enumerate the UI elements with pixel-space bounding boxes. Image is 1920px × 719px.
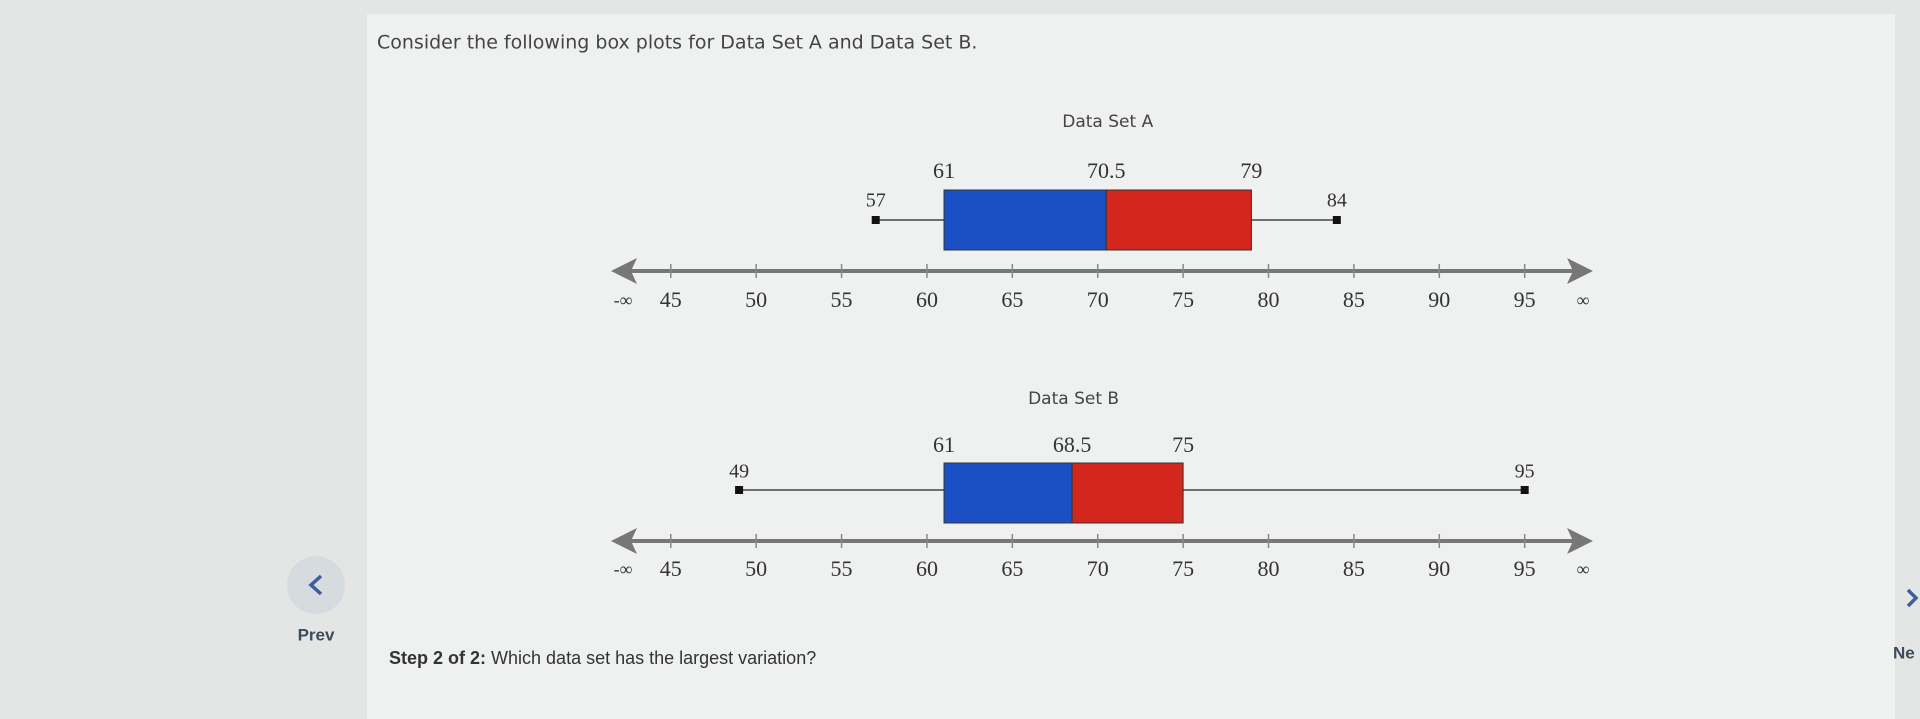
axis-end-label: -∞ — [614, 559, 633, 579]
max-marker — [1332, 216, 1341, 224]
x-tick-label: 70 — [1087, 556, 1109, 581]
value-label: 70.5 — [1087, 158, 1126, 183]
value-label: 75 — [1172, 432, 1194, 457]
prev-button[interactable] — [287, 556, 345, 614]
prev-icon[interactable] — [308, 574, 323, 596]
x-tick-label: 70 — [1087, 287, 1109, 312]
x-tick-label: 55 — [831, 556, 853, 581]
value-label: 57 — [866, 190, 886, 212]
value-label: 61 — [933, 158, 955, 183]
value-label: 68.5 — [1053, 432, 1092, 457]
value-label: 61 — [933, 432, 955, 457]
box-lower — [943, 189, 1107, 251]
box-upper — [1105, 189, 1252, 251]
x-tick-label: 90 — [1428, 556, 1450, 581]
step-label: Step 2 of 2: — [389, 648, 486, 668]
value-label: 84 — [1327, 190, 1347, 212]
value-label: 49 — [729, 461, 749, 483]
x-tick-label: 80 — [1258, 556, 1280, 581]
step-text: Which data set has the largest variation… — [491, 648, 816, 668]
next-icon[interactable] — [1906, 588, 1919, 608]
box-title: Data Set A — [1062, 112, 1153, 132]
x-tick-label: 45 — [660, 556, 682, 581]
x-tick-label: 85 — [1343, 556, 1365, 581]
box-upper — [1071, 462, 1184, 524]
x-tick-label: 90 — [1428, 287, 1450, 312]
x-tick-label: 50 — [745, 556, 767, 581]
axis-arrow-left — [611, 528, 637, 554]
prev-label[interactable]: Prev — [298, 625, 335, 644]
axis-end-label: -∞ — [614, 290, 633, 310]
x-tick-label: 75 — [1172, 287, 1194, 312]
max-marker — [1520, 486, 1529, 494]
step-prompt: Step 2 of 2: Which data set has the larg… — [389, 648, 816, 668]
axis-arrow-left — [611, 258, 637, 284]
x-tick-label: 45 — [660, 287, 682, 312]
x-tick-label: 65 — [1001, 556, 1023, 581]
x-tick-label: 65 — [1001, 287, 1023, 312]
x-tick-label: 85 — [1343, 287, 1365, 312]
axis-end-label: ∞ — [1577, 559, 1590, 579]
value-label: 95 — [1515, 461, 1535, 483]
x-tick-label: 80 — [1258, 287, 1280, 312]
axis-arrow-right — [1567, 528, 1593, 554]
value-label: 79 — [1240, 158, 1262, 183]
question: Consider the following box plots for Dat… — [377, 32, 977, 54]
x-tick-label: 55 — [831, 287, 853, 312]
content-card — [367, 14, 1895, 719]
min-marker — [735, 486, 744, 494]
box-title: Data Set B — [1028, 389, 1119, 409]
x-tick-label: 60 — [916, 287, 938, 312]
min-marker — [871, 216, 880, 224]
axis-arrow-right — [1567, 258, 1593, 284]
x-tick-label: 50 — [745, 287, 767, 312]
axis-end-label: ∞ — [1577, 290, 1590, 310]
x-tick-label: 95 — [1514, 287, 1536, 312]
x-tick-label: 95 — [1514, 556, 1536, 581]
x-tick-label: 75 — [1172, 556, 1194, 581]
x-tick-label: 60 — [916, 556, 938, 581]
next-label[interactable]: Ne — [1893, 643, 1915, 662]
box-lower — [943, 462, 1073, 524]
